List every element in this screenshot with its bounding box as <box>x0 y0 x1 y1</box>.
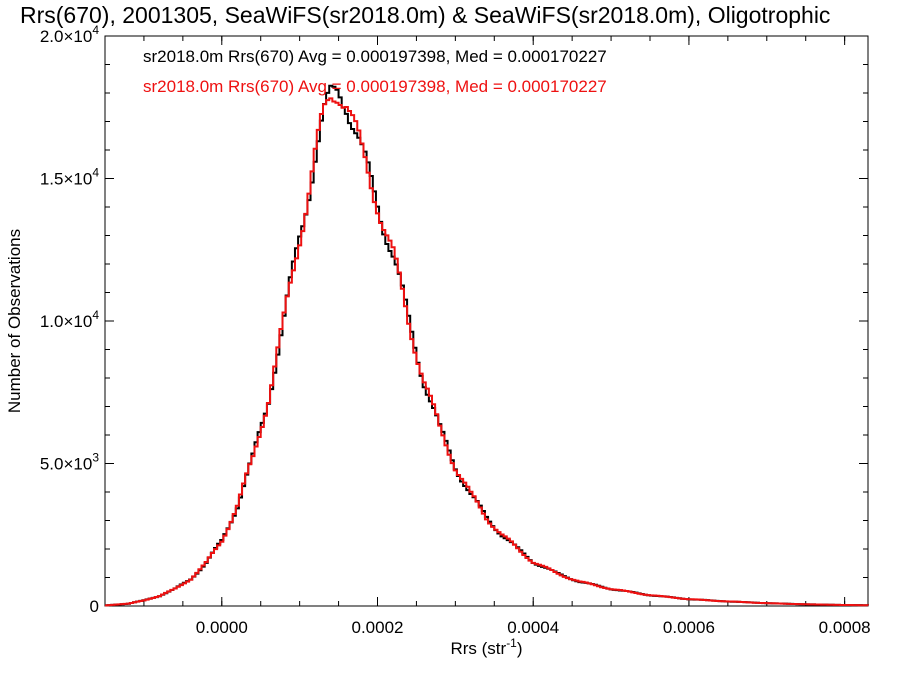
y-tick-label: 1.5×104 <box>40 166 99 189</box>
y-tick-label: 0 <box>90 597 99 616</box>
y-axis-label: Number of Observations <box>5 229 24 413</box>
x-axis-label: Rrs (str-1) <box>450 636 522 658</box>
legend-annotation: sr2018.0m Rrs(670) Avg = 0.000197398, Me… <box>143 47 607 66</box>
y-tick-label: 2.0×104 <box>40 23 99 46</box>
y-tick-label: 5.0×103 <box>40 451 99 474</box>
y-axis: 0 5.0×103 1.0×104 1.5×104 2.0×104 <box>40 23 868 616</box>
legend-annotations: sr2018.0m Rrs(670) Avg = 0.000197398, Me… <box>143 47 607 96</box>
legend-annotation: sr2018.0m Rrs(670) Avg = 0.000197398, Me… <box>143 77 607 96</box>
chart-title: Rrs(670), 2001305, SeaWiFS(sr2018.0m) & … <box>20 2 831 28</box>
x-axis: 0.0000 0.0002 0.0004 0.0006 0.0008 <box>143 36 871 637</box>
x-tick-label: 0.0000 <box>196 618 248 637</box>
histogram-series <box>105 84 869 607</box>
x-tick-label: 0.0002 <box>352 618 404 637</box>
plot-frame <box>104 35 869 607</box>
y-tick-label: 1.0×104 <box>40 308 99 331</box>
histogram-series-line <box>105 84 869 607</box>
x-tick-label: 0.0004 <box>507 618 559 637</box>
x-tick-label: 0.0008 <box>819 618 871 637</box>
x-tick-label: 0.0006 <box>663 618 715 637</box>
histogram-series-line <box>105 97 869 607</box>
